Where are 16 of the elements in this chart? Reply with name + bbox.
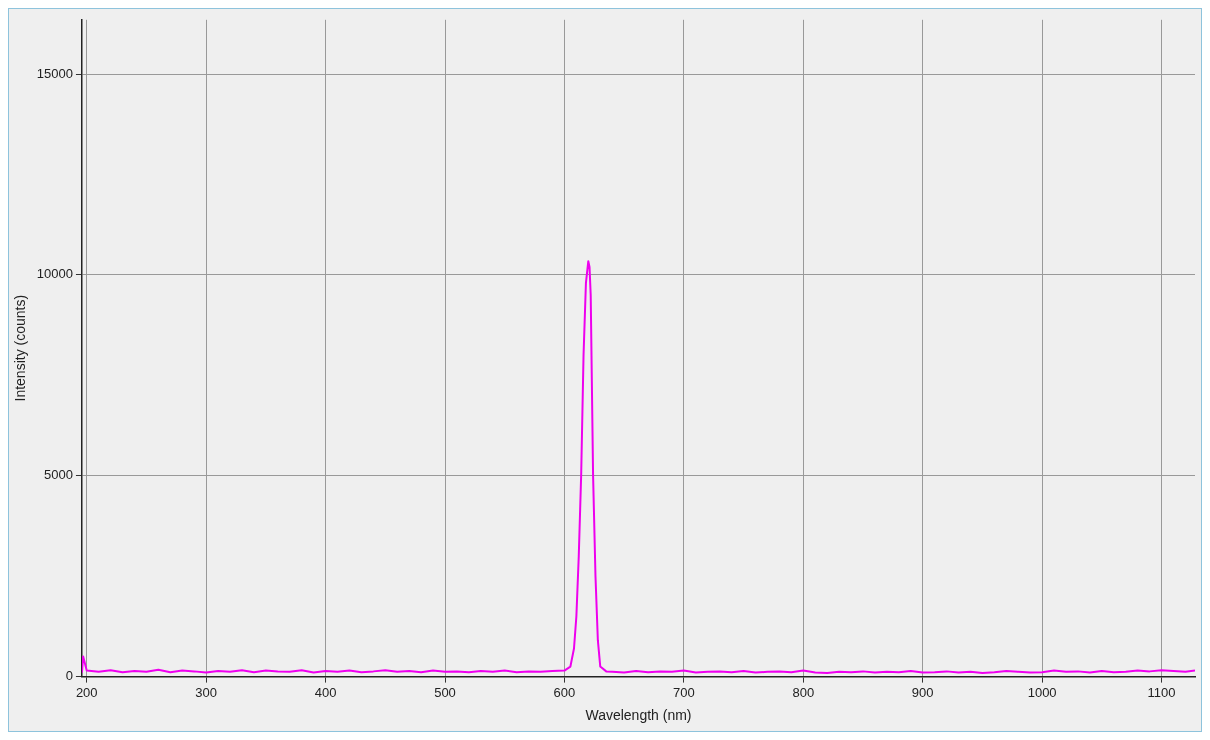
y-tick-label: 5000 [44,467,73,483]
y-axis-title: Intensity (counts) [12,294,29,402]
y-tick-label: 0 [65,668,73,684]
y-tick-label: 15000 [36,65,73,81]
x-tick-label: 200 [75,684,98,700]
x-tick-label: 300 [195,684,217,700]
x-tick-label: 800 [792,684,815,700]
x-tick-label: 1000 [1027,684,1057,700]
x-tick-label: 700 [673,684,695,700]
x-tick-label: 600 [553,684,576,700]
x-axis-title: Wavelength (nm) [585,707,692,724]
x-tick-label: 1100 [1147,684,1176,700]
x-tick-label: 400 [314,684,337,700]
x-tick-label: 900 [911,684,934,700]
y-tick-label: 10000 [36,266,73,282]
x-tick-label: 500 [434,684,456,700]
